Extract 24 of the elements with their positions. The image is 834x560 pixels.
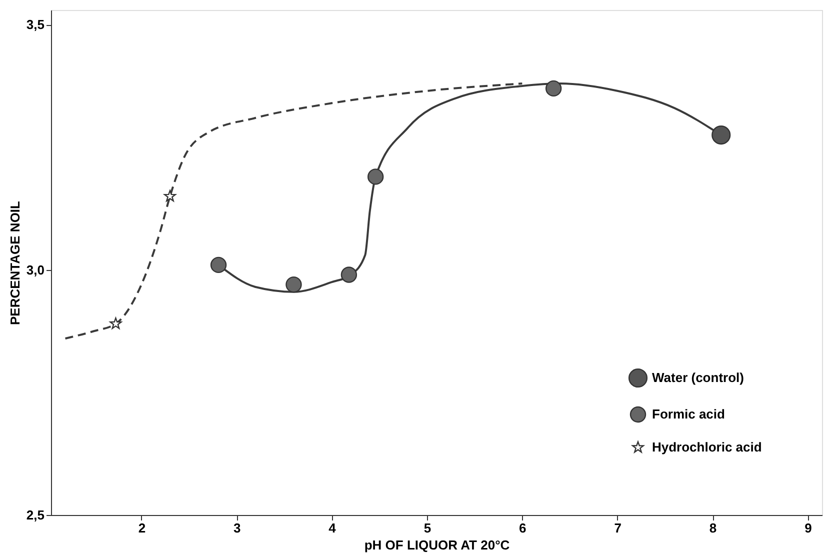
x-tick-label: 9 [804, 520, 812, 536]
legend-label: Water (control) [652, 370, 744, 385]
point [110, 317, 122, 330]
x-tick-label: 4 [328, 520, 337, 536]
x-axis-title: pH OF LIQUOR AT 20°C [364, 538, 510, 552]
x-tick-label: 2 [138, 520, 146, 536]
x-tick-label: 8 [709, 520, 717, 536]
point [286, 276, 302, 293]
point [210, 256, 227, 274]
x-tick-label: 7 [614, 520, 622, 536]
point [367, 168, 384, 185]
legend-label: Hydrochloric acid [652, 440, 762, 454]
y-tick-label: 2,5 [26, 508, 44, 522]
x-tick-label: 3 [233, 520, 241, 536]
point [164, 190, 176, 202]
x-tick-label: 5 [424, 520, 432, 536]
y-tick-label: 3,0 [26, 262, 44, 278]
point [340, 266, 358, 283]
legend-label: Formic acid [652, 406, 726, 422]
point [545, 80, 562, 97]
point [712, 126, 731, 145]
y-axis-title: PERCENTAGE NOIL [7, 200, 22, 325]
y-tick-label: 3,5 [26, 17, 44, 32]
x-tick-label: 6 [519, 520, 526, 536]
